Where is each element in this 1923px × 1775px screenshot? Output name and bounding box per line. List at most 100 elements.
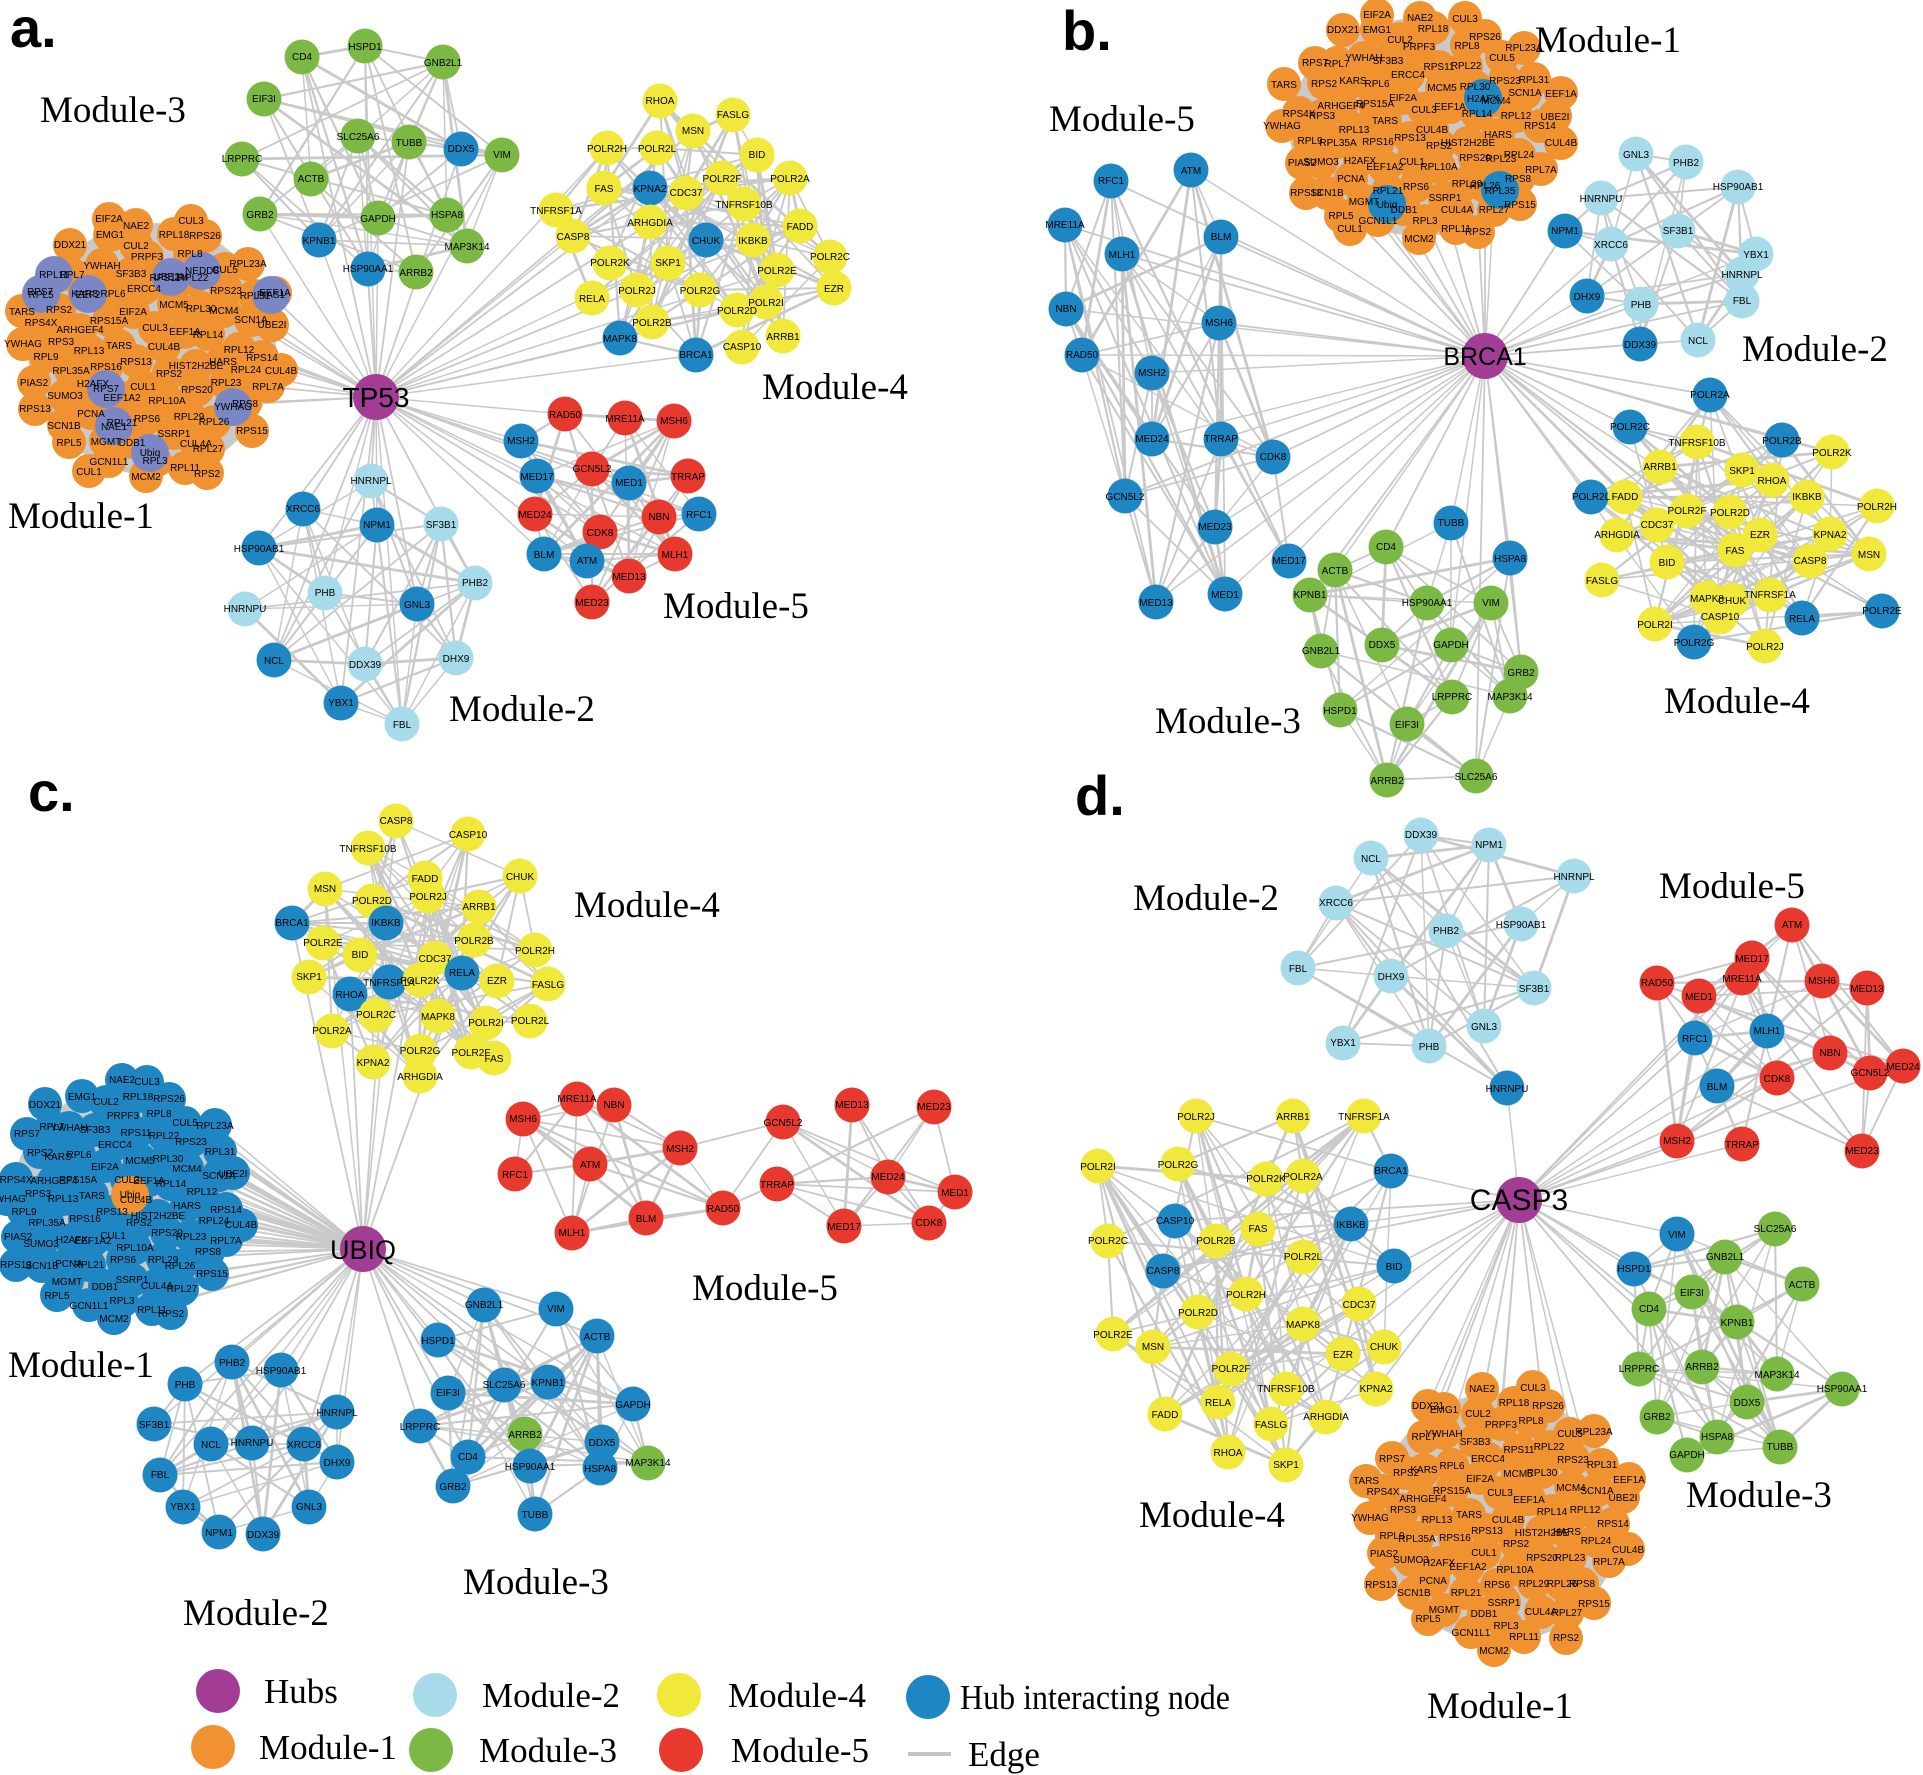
svg-text:RPL6: RPL6 (100, 289, 125, 300)
svg-text:BLM: BLM (534, 550, 555, 561)
svg-text:MED24: MED24 (871, 1172, 905, 1183)
svg-text:MED1: MED1 (1685, 992, 1713, 1003)
svg-text:IKBKB: IKBKB (1336, 1220, 1366, 1231)
svg-text:RPL14: RPL14 (1462, 109, 1493, 120)
svg-text:HSP90AA1: HSP90AA1 (1817, 1384, 1868, 1395)
svg-text:RPL21: RPL21 (74, 1260, 105, 1271)
svg-text:HSP90AA1: HSP90AA1 (343, 264, 394, 275)
svg-text:NPM1: NPM1 (205, 1528, 233, 1539)
svg-text:TRRAP: TRRAP (1204, 434, 1238, 445)
svg-text:RPL5: RPL5 (44, 1291, 69, 1302)
svg-text:CD4: CD4 (1639, 1304, 1659, 1315)
svg-text:SLC25A6: SLC25A6 (337, 132, 380, 143)
svg-text:EIF2A: EIF2A (119, 307, 147, 318)
svg-text:RPL30: RPL30 (1460, 82, 1491, 93)
svg-text:ATM: ATM (1782, 920, 1802, 931)
svg-text:RPL26: RPL26 (1547, 1579, 1578, 1590)
svg-text:SF3B1: SF3B1 (1519, 984, 1550, 995)
svg-text:MED13: MED13 (612, 572, 646, 583)
svg-text:KARS: KARS (44, 1152, 72, 1163)
svg-text:RPS15: RPS15 (236, 426, 268, 437)
svg-text:Hub interacting node: Hub interacting node (960, 1678, 1230, 1717)
svg-text:MGMT: MGMT (1429, 1605, 1460, 1616)
svg-text:MSH2: MSH2 (666, 1144, 694, 1155)
svg-text:MCM2: MCM2 (131, 472, 161, 483)
svg-text:RPL7: RPL7 (1324, 59, 1349, 70)
svg-text:Module-2: Module-2 (482, 1676, 620, 1715)
svg-text:POLR2F: POLR2F (1212, 1364, 1251, 1375)
svg-text:TNFRSF1A: TNFRSF1A (1744, 590, 1796, 601)
svg-text:RPL9: RPL9 (1379, 1531, 1404, 1542)
svg-text:RPS2: RPS2 (1553, 1633, 1580, 1644)
svg-text:MAPK8: MAPK8 (1690, 594, 1724, 605)
svg-text:CDK8: CDK8 (1260, 452, 1287, 463)
svg-text:BRCA1: BRCA1 (679, 350, 713, 361)
svg-text:PHB: PHB (175, 1380, 196, 1391)
svg-text:POLR2J: POLR2J (618, 286, 656, 297)
svg-text:RPS15A: RPS15A (1356, 99, 1395, 110)
svg-text:RPS16: RPS16 (1362, 137, 1394, 148)
svg-text:Module-1: Module-1 (259, 1728, 397, 1767)
svg-text:POLR2K: POLR2K (590, 258, 630, 269)
svg-text:KARS: KARS (1410, 1465, 1438, 1476)
svg-text:MGMT: MGMT (91, 437, 122, 448)
svg-text:EEF1A2: EEF1A2 (1366, 162, 1404, 173)
svg-text:RPL23A: RPL23A (1575, 1427, 1613, 1438)
svg-text:ACTB: ACTB (584, 1332, 611, 1343)
svg-text:RPL26: RPL26 (199, 417, 230, 428)
svg-text:RPS2: RPS2 (156, 369, 183, 380)
svg-text:RPS15: RPS15 (1504, 200, 1536, 211)
svg-text:POLR2B: POLR2B (632, 318, 672, 329)
svg-text:MLH1: MLH1 (1754, 1026, 1781, 1037)
svg-text:CUL4A: CUL4A (1441, 205, 1474, 216)
svg-text:RPL12: RPL12 (1570, 1505, 1601, 1516)
svg-text:POLR2D: POLR2D (1178, 1308, 1218, 1319)
svg-text:YBX1: YBX1 (1743, 250, 1769, 261)
svg-text:SCN1B: SCN1B (47, 421, 81, 432)
svg-text:EIF3I: EIF3I (436, 1388, 460, 1399)
svg-text:CASP8: CASP8 (1147, 1266, 1180, 1277)
svg-text:DDX5: DDX5 (1369, 640, 1396, 651)
svg-text:PRPF3: PRPF3 (107, 1111, 140, 1122)
svg-text:RPL12: RPL12 (224, 345, 255, 356)
svg-text:RPS14: RPS14 (246, 353, 278, 364)
svg-text:CHUK: CHUK (692, 236, 721, 247)
svg-text:LRPPRC: LRPPRC (222, 154, 263, 165)
svg-text:PHB2: PHB2 (462, 578, 489, 589)
svg-text:POLR2D: POLR2D (352, 896, 392, 907)
svg-text:MED13: MED13 (835, 1100, 869, 1111)
svg-text:FADD: FADD (412, 874, 439, 885)
svg-text:RPS8: RPS8 (1569, 1579, 1596, 1590)
svg-text:PRPF3: PRPF3 (131, 252, 164, 263)
svg-text:NAE2: NAE2 (1407, 13, 1434, 24)
svg-text:EEF1A2: EEF1A2 (1449, 1562, 1487, 1573)
svg-text:MED1: MED1 (615, 478, 643, 489)
svg-text:RPL14: RPL14 (156, 1179, 187, 1190)
svg-text:FBL: FBL (1733, 296, 1752, 307)
svg-text:ERCC4: ERCC4 (1391, 70, 1425, 81)
svg-text:b.: b. (1062, 0, 1112, 62)
svg-text:RPS13: RPS13 (0, 1260, 32, 1271)
svg-text:POLR2G: POLR2G (400, 1046, 441, 1057)
svg-text:c.: c. (28, 760, 75, 823)
svg-text:RPL27: RPL27 (1479, 205, 1510, 216)
svg-text:Edge: Edge (968, 1735, 1040, 1774)
svg-text:RPL23A: RPL23A (196, 1121, 234, 1132)
svg-text:FAS: FAS (485, 1054, 504, 1065)
svg-text:CASP10: CASP10 (449, 830, 488, 841)
svg-text:EMG1: EMG1 (1363, 25, 1392, 36)
svg-text:ACTB: ACTB (298, 174, 325, 185)
svg-text:POLR2J: POLR2J (1177, 1112, 1215, 1123)
svg-text:GCN1L1: GCN1L1 (70, 1301, 109, 1312)
svg-text:XRCC6: XRCC6 (286, 504, 320, 515)
svg-text:HIST2H2BE: HIST2H2BE (169, 361, 224, 372)
svg-text:GCN5L2: GCN5L2 (573, 464, 612, 475)
svg-text:EIF3I: EIF3I (252, 94, 276, 105)
svg-text:RPL24: RPL24 (231, 365, 262, 376)
svg-text:CUL4B: CUL4B (1545, 138, 1578, 149)
svg-text:RPS16: RPS16 (69, 1214, 101, 1225)
svg-text:TUBB: TUBB (396, 138, 423, 149)
svg-text:RPS2: RPS2 (1426, 141, 1453, 152)
svg-text:RPS13: RPS13 (96, 1207, 128, 1218)
svg-text:RPL11: RPL11 (170, 463, 200, 474)
